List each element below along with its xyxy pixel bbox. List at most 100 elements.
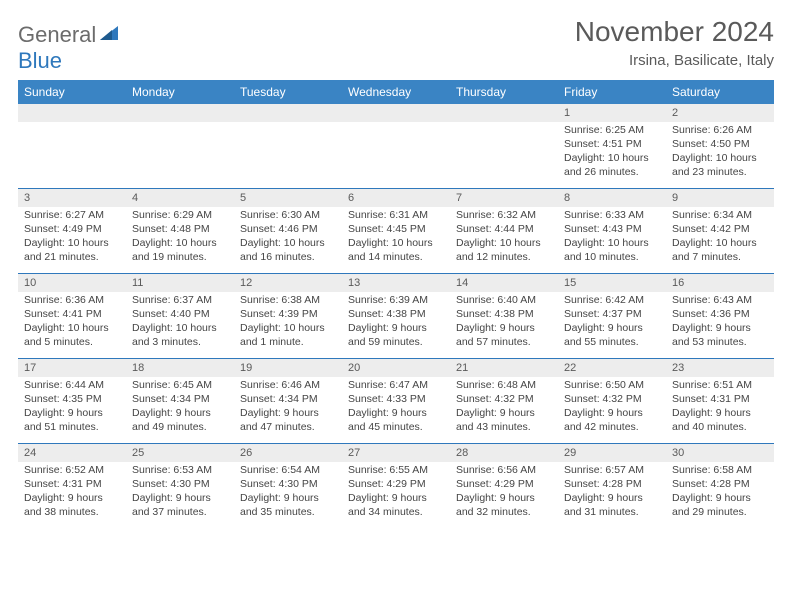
day-body: Sunrise: 6:26 AMSunset: 4:50 PMDaylight:…	[666, 122, 774, 185]
page-title: November 2024	[575, 16, 774, 48]
sunset-text: Sunset: 4:45 PM	[348, 223, 444, 237]
sunrise-text: Sunrise: 6:32 AM	[456, 209, 552, 223]
sunset-text: Sunset: 4:50 PM	[672, 138, 768, 152]
day-number: 6	[342, 189, 450, 207]
day-cell: 26Sunrise: 6:54 AMSunset: 4:30 PMDayligh…	[234, 444, 342, 528]
weekday-header: Tuesday	[234, 80, 342, 104]
day-cell: 8Sunrise: 6:33 AMSunset: 4:43 PMDaylight…	[558, 189, 666, 273]
day-body: Sunrise: 6:29 AMSunset: 4:48 PMDaylight:…	[126, 207, 234, 270]
week-row: 10Sunrise: 6:36 AMSunset: 4:41 PMDayligh…	[18, 273, 774, 358]
day-cell	[18, 104, 126, 188]
day-cell: 7Sunrise: 6:32 AMSunset: 4:44 PMDaylight…	[450, 189, 558, 273]
sunset-text: Sunset: 4:28 PM	[564, 478, 660, 492]
day-cell: 16Sunrise: 6:43 AMSunset: 4:36 PMDayligh…	[666, 274, 774, 358]
day-cell: 23 Sunrise: 6:51 AMSunset: 4:31 PMDayligh…	[666, 359, 774, 443]
week-row: 3Sunrise: 6:27 AMSunset: 4:49 PMDaylight…	[18, 188, 774, 273]
weekday-header: Thursday	[450, 80, 558, 104]
day-number: 26	[234, 444, 342, 462]
day-cell: 9Sunrise: 6:34 AMSunset: 4:42 PMDaylight…	[666, 189, 774, 273]
day-cell: 13Sunrise: 6:39 AMSunset: 4:38 PMDayligh…	[342, 274, 450, 358]
sunset-text: Sunset: 4:48 PM	[132, 223, 228, 237]
sunset-text: Sunset: 4:42 PM	[672, 223, 768, 237]
day-number: 12	[234, 274, 342, 292]
daylight-text: Daylight: 10 hours and 7 minutes.	[672, 237, 768, 265]
day-number: 24	[18, 444, 126, 462]
day-cell: 28Sunrise: 6:56 AMSunset: 4:29 PMDayligh…	[450, 444, 558, 528]
sunset-text: Sunset: 4:31 PM	[672, 393, 768, 407]
sunset-text: Sunset: 4:49 PM	[24, 223, 120, 237]
day-number: 18	[126, 359, 234, 377]
day-body: Sunrise: 6:56 AMSunset: 4:29 PMDaylight:…	[450, 462, 558, 525]
sunrise-text: Sunrise: 6:43 AM	[672, 294, 768, 308]
day-cell: 12Sunrise: 6:38 AMSunset: 4:39 PMDayligh…	[234, 274, 342, 358]
logo-text-blue: Blue	[18, 48, 62, 73]
daylight-text: Daylight: 9 hours and 35 minutes.	[240, 492, 336, 520]
day-body: Sunrise: 6:27 AMSunset: 4:49 PMDaylight:…	[18, 207, 126, 270]
day-body: Sunrise: 6:37 AMSunset: 4:40 PMDaylight:…	[126, 292, 234, 355]
day-number: 20	[342, 359, 450, 377]
sunset-text: Sunset: 4:30 PM	[132, 478, 228, 492]
sunset-text: Sunset: 4:32 PM	[456, 393, 552, 407]
day-body: Sunrise: 6:40 AMSunset: 4:38 PMDaylight:…	[450, 292, 558, 355]
sunset-text: Sunset: 4:39 PM	[240, 308, 336, 322]
sunrise-text: Sunrise: 6:37 AM	[132, 294, 228, 308]
day-number: 28	[450, 444, 558, 462]
day-number: 5	[234, 189, 342, 207]
page-subtitle: Irsina, Basilicate, Italy	[575, 52, 774, 69]
sunset-text: Sunset: 4:40 PM	[132, 308, 228, 322]
day-cell: 14Sunrise: 6:40 AMSunset: 4:38 PMDayligh…	[450, 274, 558, 358]
daylight-text: Daylight: 10 hours and 23 minutes.	[672, 152, 768, 180]
daylight-text: Daylight: 9 hours and 49 minutes.	[132, 407, 228, 435]
sunset-text: Sunset: 4:51 PM	[564, 138, 660, 152]
day-cell: 19Sunrise: 6:46 AMSunset: 4:34 PMDayligh…	[234, 359, 342, 443]
daylight-text: Daylight: 9 hours and 43 minutes.	[456, 407, 552, 435]
day-cell: 18Sunrise: 6:45 AMSunset: 4:34 PMDayligh…	[126, 359, 234, 443]
day-number: 10	[18, 274, 126, 292]
day-body: Sunrise: 6:54 AMSunset: 4:30 PMDaylight:…	[234, 462, 342, 525]
daylight-text: Daylight: 10 hours and 3 minutes.	[132, 322, 228, 350]
day-number: 25	[126, 444, 234, 462]
daylight-text: Daylight: 9 hours and 40 minutes.	[672, 407, 768, 435]
day-number	[234, 104, 342, 122]
day-cell: 2Sunrise: 6:26 AMSunset: 4:50 PMDaylight…	[666, 104, 774, 188]
sunrise-text: Sunrise: 6:40 AM	[456, 294, 552, 308]
sunrise-text: Sunrise: 6:54 AM	[240, 464, 336, 478]
day-cell: 22Sunrise: 6:50 AMSunset: 4:32 PMDayligh…	[558, 359, 666, 443]
sunrise-text: Sunrise: 6:29 AM	[132, 209, 228, 223]
sunrise-text: Sunrise: 6:34 AM	[672, 209, 768, 223]
day-number: 22	[558, 359, 666, 377]
daylight-text: Daylight: 10 hours and 10 minutes.	[564, 237, 660, 265]
sunrise-text: Sunrise: 6:39 AM	[348, 294, 444, 308]
sunset-text: Sunset: 4:38 PM	[348, 308, 444, 322]
sunrise-text: Sunrise: 6:33 AM	[564, 209, 660, 223]
sunset-text: Sunset: 4:32 PM	[564, 393, 660, 407]
sunset-text: Sunset: 4:46 PM	[240, 223, 336, 237]
day-number: 23	[666, 359, 774, 377]
sunset-text: Sunset: 4:36 PM	[672, 308, 768, 322]
daylight-text: Daylight: 9 hours and 57 minutes.	[456, 322, 552, 350]
day-cell: 21Sunrise: 6:48 AMSunset: 4:32 PMDayligh…	[450, 359, 558, 443]
title-block: November 2024 Irsina, Basilicate, Italy	[575, 16, 774, 69]
day-number: 15	[558, 274, 666, 292]
day-cell: 6Sunrise: 6:31 AMSunset: 4:45 PMDaylight…	[342, 189, 450, 273]
logo: General Blue	[18, 16, 120, 74]
sunrise-text: Sunrise: 6:51 AM	[672, 379, 768, 393]
day-body	[450, 122, 558, 130]
sunrise-text: Sunrise: 6:45 AM	[132, 379, 228, 393]
day-body: Sunrise: 6:50 AMSunset: 4:32 PMDaylight:…	[558, 377, 666, 440]
sunset-text: Sunset: 4:30 PM	[240, 478, 336, 492]
daylight-text: Daylight: 9 hours and 37 minutes.	[132, 492, 228, 520]
day-body: Sunrise: 6:32 AMSunset: 4:44 PMDaylight:…	[450, 207, 558, 270]
sunrise-text: Sunrise: 6:30 AM	[240, 209, 336, 223]
day-body: Sunrise: 6:46 AMSunset: 4:34 PMDaylight:…	[234, 377, 342, 440]
day-cell: 24Sunrise: 6:52 AMSunset: 4:31 PMDayligh…	[18, 444, 126, 528]
day-number: 4	[126, 189, 234, 207]
day-body: Sunrise: 6:58 AMSunset: 4:28 PMDaylight:…	[666, 462, 774, 525]
day-number: 11	[126, 274, 234, 292]
sunrise-text: Sunrise: 6:25 AM	[564, 124, 660, 138]
header: General Blue November 2024 Irsina, Basil…	[18, 16, 774, 74]
day-cell: 20Sunrise: 6:47 AMSunset: 4:33 PMDayligh…	[342, 359, 450, 443]
day-number: 21	[450, 359, 558, 377]
day-number: 2	[666, 104, 774, 122]
sunrise-text: Sunrise: 6:38 AM	[240, 294, 336, 308]
